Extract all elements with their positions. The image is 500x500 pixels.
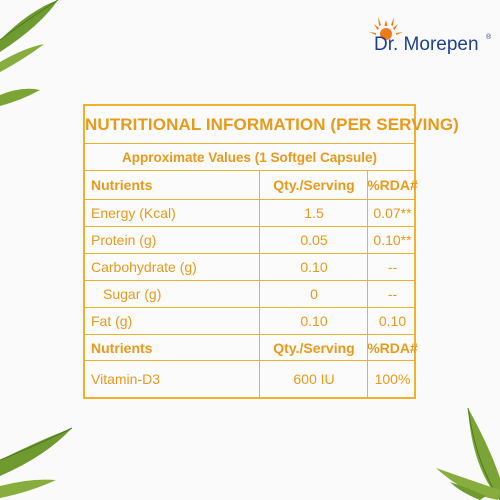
bamboo-leaf-top-left-icon	[0, 0, 59, 106]
nutrient-rda: --	[387, 259, 398, 275]
table-row: Carbohydrate (g) 0.10 --	[85, 254, 414, 281]
table-row: Sugar (g) 0 --	[85, 281, 414, 308]
nutrient-rda: --	[387, 286, 398, 302]
column-divider	[259, 171, 260, 397]
column-divider	[367, 171, 368, 397]
table-title: NUTRITIONAL INFORMATION (PER SERVING)	[85, 106, 459, 144]
nutrient-name: Energy (Kcal)	[91, 205, 176, 221]
header-rda: %RDA#	[367, 177, 418, 193]
nutrient-rda: 100%	[374, 371, 411, 387]
nutrition-table: NUTRITIONAL INFORMATION (PER SERVING) Ap…	[83, 104, 459, 399]
header-qty-serving: Qty./Serving	[273, 339, 355, 356]
header-qty-serving: Qty./Serving	[273, 177, 355, 193]
nutrient-rda: 0.10	[378, 313, 407, 329]
table-header-row: Nutrients Qty./Serving %RDA#	[85, 171, 418, 200]
nutrient-name: Fat (g)	[91, 313, 133, 329]
nutrient-qty: 600 IU	[293, 371, 335, 387]
header-nutrients: Nutrients	[91, 339, 153, 356]
nutrient-name: Protein (g)	[91, 232, 157, 248]
table-row: Energy (Kcal) 1.5 0.07**	[85, 200, 414, 227]
brand-name: Dr. Morepen	[374, 34, 479, 55]
nutrient-qty: 0.10	[300, 259, 328, 275]
bamboo-leaf-bottom-left-icon	[0, 427, 73, 498]
table-row: Vitamin-D3 600 IU 100%	[85, 361, 414, 397]
nutrient-name: Vitamin-D3	[91, 371, 160, 387]
bamboo-leaf-bottom-right-icon	[436, 408, 500, 500]
sun-logo-icon	[369, 17, 403, 40]
brand-registered-mark: ®	[486, 34, 492, 41]
nutrient-name: Sugar (g)	[103, 286, 162, 302]
nutrient-name: Carbohydrate (g)	[91, 259, 197, 275]
table-row: Fat (g) 0.10 0.10	[85, 308, 414, 335]
header-rda: %RDA#	[367, 339, 418, 356]
nutrient-qty: 1.5	[304, 205, 324, 221]
header-nutrients: Nutrients	[91, 177, 153, 193]
nutrient-rda: 0.07**	[373, 205, 412, 221]
brand-logo: Dr. Morepen ®	[352, 4, 497, 62]
nutrient-qty: 0.05	[300, 232, 328, 248]
table-header-row: Nutrients Qty./Serving %RDA#	[85, 335, 418, 361]
table-row: Protein (g) 0.05 0.10**	[85, 227, 414, 254]
nutrient-qty: 0.10	[300, 313, 328, 329]
nutrient-qty: 0	[310, 286, 318, 302]
nutrient-rda: 0.10**	[373, 232, 412, 248]
table-subtitle: Approximate Values (1 Softgel Capsule)	[85, 144, 414, 171]
